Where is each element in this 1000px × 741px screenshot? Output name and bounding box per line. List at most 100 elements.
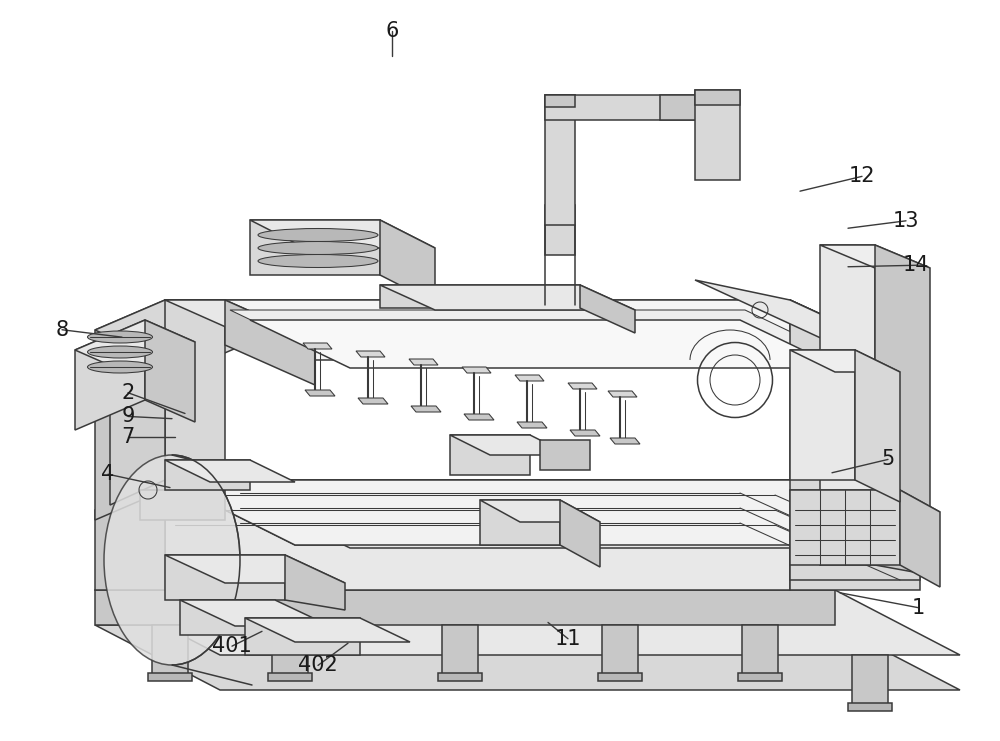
Polygon shape — [180, 600, 275, 635]
Polygon shape — [380, 220, 435, 303]
Bar — [272, 625, 308, 675]
Polygon shape — [790, 300, 920, 400]
Text: 11: 11 — [555, 629, 581, 648]
Polygon shape — [305, 390, 335, 396]
Text: 401: 401 — [212, 637, 252, 656]
Polygon shape — [165, 480, 790, 590]
Polygon shape — [515, 375, 544, 381]
Text: 12: 12 — [849, 167, 875, 186]
Bar — [848, 703, 892, 711]
Polygon shape — [165, 555, 285, 600]
Bar — [545, 205, 575, 255]
Polygon shape — [875, 245, 930, 575]
Text: 14: 14 — [903, 256, 929, 275]
Polygon shape — [790, 350, 855, 480]
Polygon shape — [165, 555, 345, 583]
Polygon shape — [165, 480, 920, 545]
Polygon shape — [517, 422, 547, 428]
Polygon shape — [480, 500, 560, 545]
Bar — [545, 95, 575, 225]
Ellipse shape — [88, 346, 152, 358]
Polygon shape — [75, 320, 195, 372]
Bar — [742, 625, 778, 675]
Polygon shape — [145, 320, 195, 422]
Polygon shape — [95, 300, 165, 520]
Bar — [268, 673, 312, 681]
Polygon shape — [230, 490, 870, 548]
Polygon shape — [250, 320, 840, 368]
Text: 9: 9 — [121, 407, 135, 426]
Bar — [148, 673, 192, 681]
Text: 402: 402 — [298, 656, 338, 675]
Polygon shape — [450, 435, 530, 475]
Polygon shape — [695, 280, 920, 360]
Polygon shape — [250, 220, 435, 248]
Bar — [602, 625, 638, 675]
Polygon shape — [140, 490, 225, 520]
Polygon shape — [95, 480, 165, 590]
Text: 4: 4 — [101, 465, 115, 484]
Polygon shape — [820, 245, 930, 268]
Bar — [438, 673, 482, 681]
Text: 8: 8 — [55, 320, 69, 339]
Polygon shape — [450, 435, 570, 455]
Polygon shape — [303, 343, 332, 349]
Polygon shape — [560, 500, 600, 567]
Bar — [738, 673, 782, 681]
Polygon shape — [165, 460, 295, 482]
Polygon shape — [380, 285, 580, 308]
Text: 13: 13 — [893, 211, 919, 230]
Polygon shape — [568, 383, 597, 389]
Ellipse shape — [258, 242, 378, 254]
Polygon shape — [165, 300, 315, 340]
Bar — [152, 625, 188, 675]
Polygon shape — [462, 367, 491, 373]
Polygon shape — [95, 590, 835, 625]
Polygon shape — [380, 285, 635, 310]
Polygon shape — [356, 351, 385, 357]
Polygon shape — [165, 460, 250, 490]
Polygon shape — [180, 600, 330, 626]
Polygon shape — [250, 220, 380, 275]
Bar — [598, 673, 642, 681]
Text: 2: 2 — [121, 383, 135, 402]
Polygon shape — [165, 300, 920, 360]
Polygon shape — [411, 406, 441, 412]
Polygon shape — [580, 285, 635, 333]
Bar — [442, 625, 478, 675]
Ellipse shape — [258, 228, 378, 242]
Polygon shape — [790, 490, 900, 565]
Polygon shape — [540, 440, 590, 470]
Polygon shape — [900, 490, 940, 587]
Polygon shape — [230, 310, 860, 365]
Text: 5: 5 — [881, 450, 895, 469]
Polygon shape — [790, 490, 940, 512]
Polygon shape — [820, 245, 875, 565]
Polygon shape — [409, 359, 438, 365]
Ellipse shape — [258, 254, 378, 268]
Polygon shape — [608, 391, 637, 397]
Polygon shape — [110, 345, 165, 505]
Ellipse shape — [88, 361, 152, 373]
Polygon shape — [95, 590, 960, 655]
Polygon shape — [165, 300, 225, 485]
Polygon shape — [165, 300, 790, 340]
Polygon shape — [165, 480, 920, 545]
Polygon shape — [855, 350, 900, 502]
Bar — [695, 90, 740, 180]
Polygon shape — [570, 430, 600, 436]
Polygon shape — [95, 625, 960, 690]
Text: 7: 7 — [121, 428, 135, 447]
Polygon shape — [610, 438, 640, 444]
Polygon shape — [245, 618, 360, 655]
Text: 6: 6 — [385, 21, 399, 41]
Polygon shape — [480, 500, 600, 522]
Polygon shape — [790, 350, 900, 372]
Polygon shape — [245, 618, 410, 642]
Polygon shape — [790, 300, 920, 580]
Polygon shape — [790, 480, 920, 590]
Bar — [695, 90, 740, 105]
Bar — [545, 95, 575, 107]
Polygon shape — [285, 555, 345, 610]
Text: 1: 1 — [911, 598, 925, 617]
